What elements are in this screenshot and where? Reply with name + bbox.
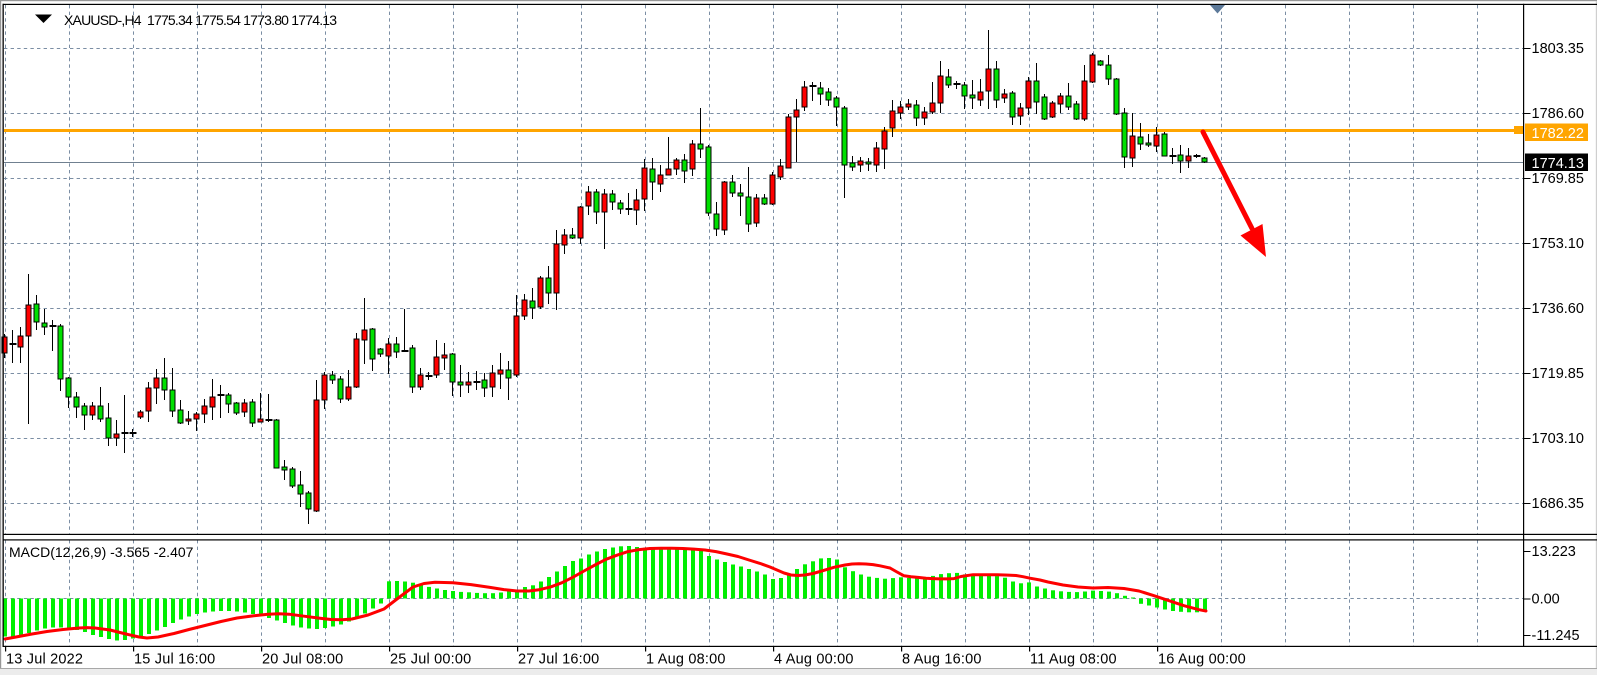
svg-text:25 Jul 00:00: 25 Jul 00:00 <box>390 652 471 668</box>
svg-text:1719.85: 1719.85 <box>1532 366 1584 382</box>
svg-text:1736.60: 1736.60 <box>1532 301 1584 317</box>
svg-text:11 Aug 08:00: 11 Aug 08:00 <box>1030 652 1117 668</box>
svg-text:4 Aug 00:00: 4 Aug 00:00 <box>774 652 854 668</box>
svg-text:1753.10: 1753.10 <box>1532 236 1584 252</box>
svg-text:MACD(12,26,9) -3.565 -2.407: MACD(12,26,9) -3.565 -2.407 <box>9 544 194 560</box>
svg-text:1703.10: 1703.10 <box>1532 431 1584 447</box>
svg-text:1786.60: 1786.60 <box>1532 106 1584 122</box>
svg-text:1782.22: 1782.22 <box>1532 126 1584 142</box>
svg-text:-11.245: -11.245 <box>1532 628 1580 644</box>
svg-text:1774.13: 1774.13 <box>1532 156 1584 172</box>
svg-text:1686.35: 1686.35 <box>1532 496 1584 512</box>
svg-text:16 Aug 00:00: 16 Aug 00:00 <box>1158 652 1246 668</box>
svg-text:1 Aug 08:00: 1 Aug 08:00 <box>646 652 726 668</box>
svg-text:1803.35: 1803.35 <box>1532 41 1584 57</box>
svg-text:0.00: 0.00 <box>1532 592 1560 608</box>
svg-text:13 Jul 2022: 13 Jul 2022 <box>6 652 83 668</box>
svg-text:XAUUSD-,H4 1775.34 1775.54 17: XAUUSD-,H4 1775.34 1775.54 1773.80 1774.… <box>64 12 337 28</box>
svg-text:15 Jul 16:00: 15 Jul 16:00 <box>134 652 215 668</box>
svg-text:8 Aug 16:00: 8 Aug 16:00 <box>902 652 982 668</box>
svg-text:1769.85: 1769.85 <box>1532 171 1584 187</box>
svg-text:20 Jul 08:00: 20 Jul 08:00 <box>262 652 343 668</box>
svg-text:27 Jul 16:00: 27 Jul 16:00 <box>518 652 599 668</box>
svg-text:13.223: 13.223 <box>1532 544 1576 560</box>
